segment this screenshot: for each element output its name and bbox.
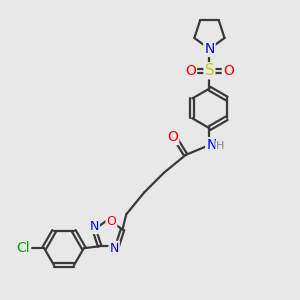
Text: O: O — [185, 64, 196, 78]
Text: O: O — [167, 130, 178, 144]
Text: N: N — [204, 42, 214, 56]
Text: O: O — [223, 64, 234, 78]
Text: Cl: Cl — [16, 241, 30, 255]
Text: N: N — [206, 138, 217, 152]
Text: H: H — [216, 141, 224, 151]
Text: O: O — [106, 215, 116, 228]
Text: N: N — [110, 242, 119, 255]
Text: N: N — [90, 220, 99, 233]
Text: S: S — [205, 63, 214, 78]
